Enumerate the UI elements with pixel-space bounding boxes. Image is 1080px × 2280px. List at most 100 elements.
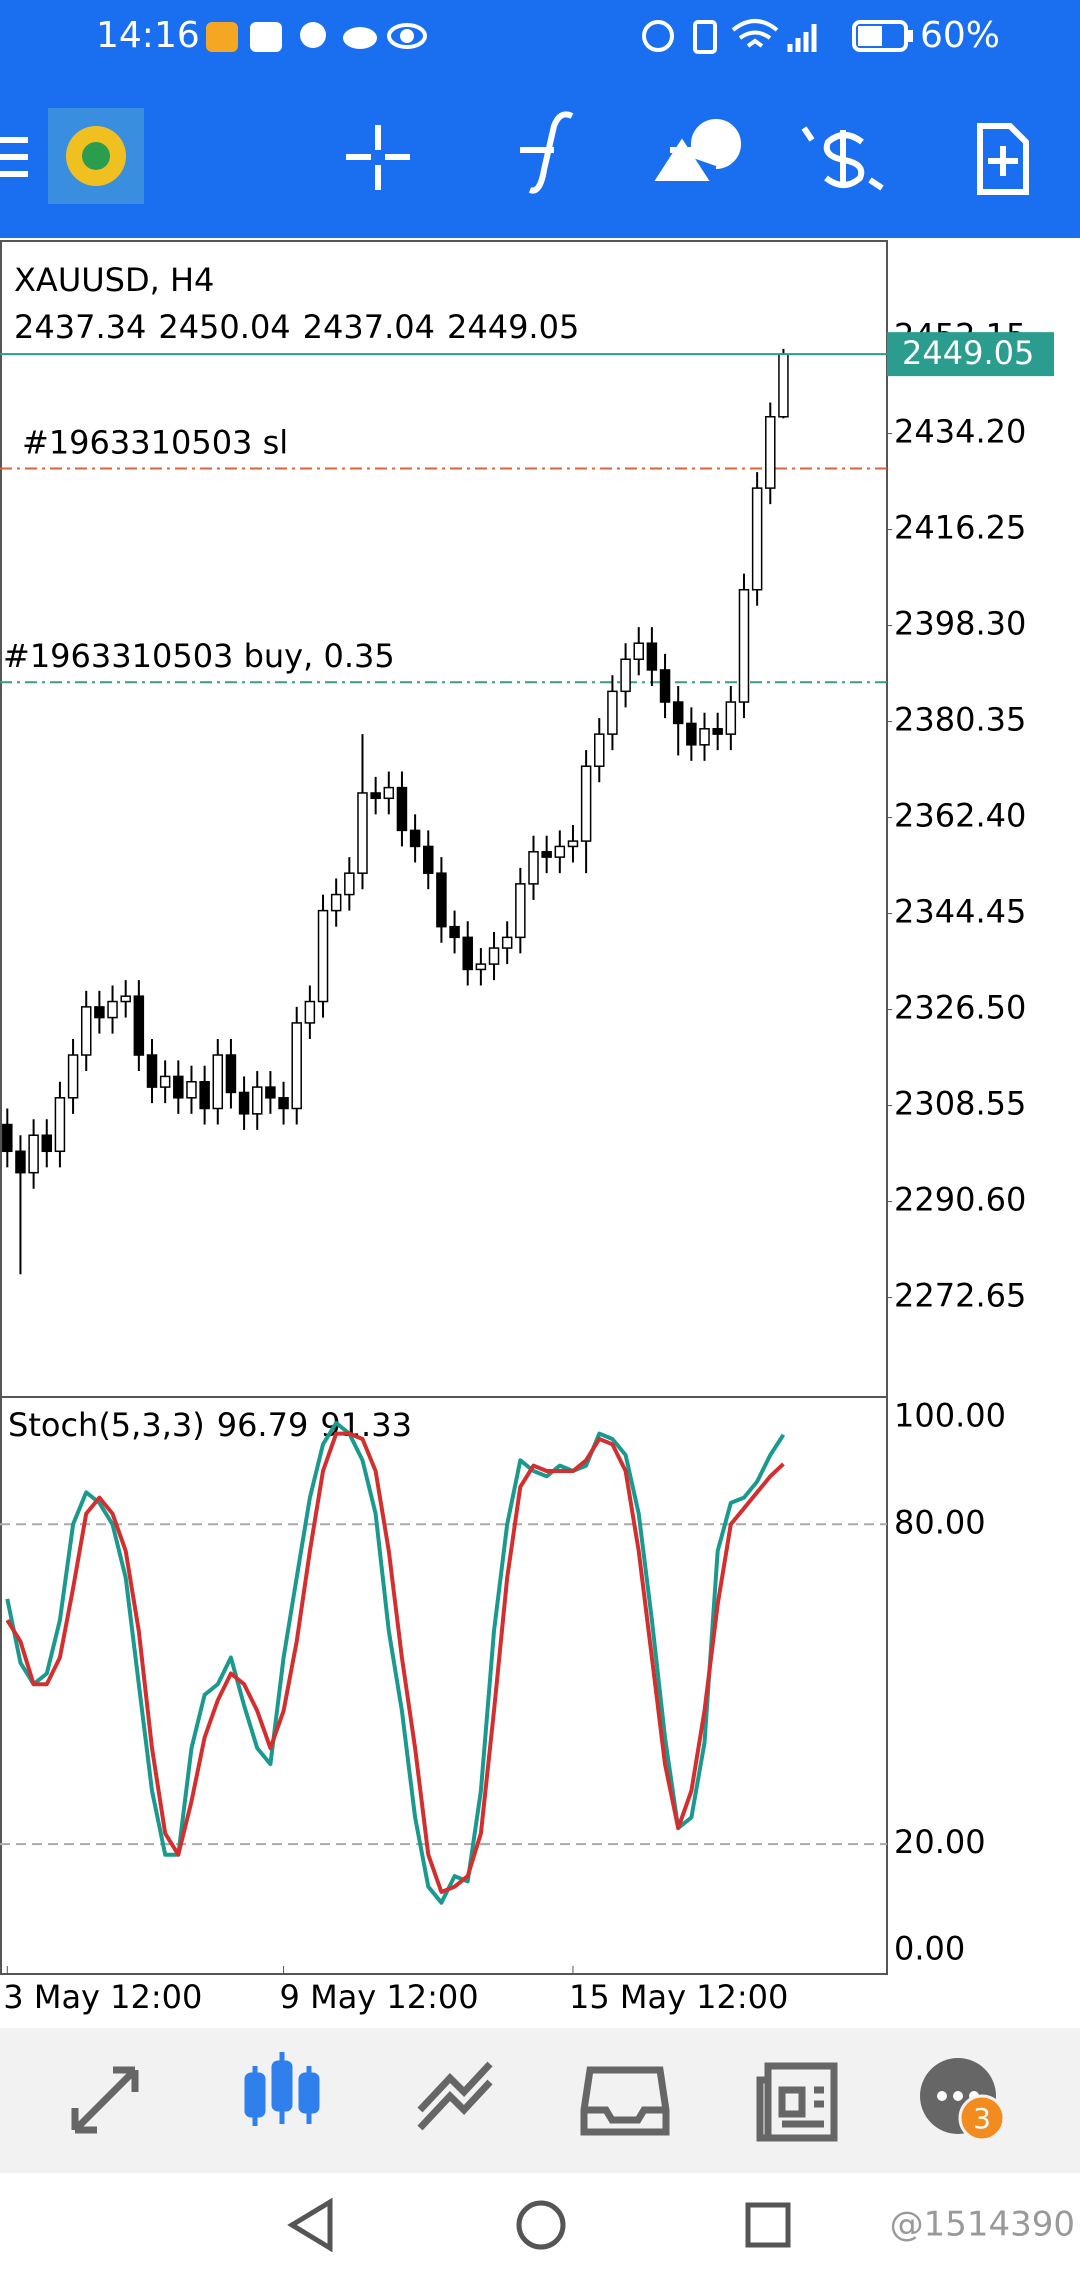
candle-body [212, 1054, 224, 1110]
candle-body [344, 872, 355, 896]
candle-body [620, 658, 631, 693]
y-tick-label: 2416.25 [894, 509, 1026, 547]
candle-body [107, 1000, 118, 1019]
ohlc-open: 2437.34 [14, 308, 146, 346]
stoch-title: Stoch(5,3,3) [8, 1406, 205, 1444]
candle-body [686, 722, 697, 746]
candle-body [396, 786, 408, 832]
y-tick-label: 100.00 [894, 1397, 1006, 1435]
candle-body [646, 642, 658, 671]
candle-body [765, 416, 776, 489]
indicator-button[interactable] [520, 111, 574, 194]
candle-body [173, 1075, 184, 1099]
y-tick-label: 2434.20 [894, 413, 1026, 451]
objects-button[interactable] [654, 119, 741, 181]
system-nav [287, 2197, 791, 2253]
y-tick-label: 2290.60 [894, 1181, 1026, 1219]
candle-body [725, 701, 737, 735]
candle-body [41, 1134, 53, 1153]
candle-body [488, 947, 500, 965]
candle-body [423, 845, 434, 874]
candle-body [199, 1081, 210, 1110]
ohlc-close: 2449.05 [447, 308, 579, 346]
candle-body [778, 353, 789, 418]
x-tick-label: 15 May 12:00 [569, 1978, 788, 2016]
y-tick-label: 2344.45 [894, 893, 1026, 931]
candle-body [238, 1091, 250, 1115]
toolbar [0, 108, 1029, 204]
candle-body [317, 909, 329, 1003]
watermark: @1514390 [890, 2205, 1075, 2245]
candle-body [278, 1097, 289, 1110]
bottom-nav-icons [71, 2052, 1006, 2142]
status-icons [206, 19, 913, 54]
app-bar [0, 0, 1080, 238]
news-tab[interactable] [756, 2062, 838, 2142]
candle-body [80, 1006, 92, 1056]
home-button[interactable] [516, 2200, 566, 2250]
y-tick-label: 2272.65 [894, 1277, 1026, 1315]
candle-body [515, 883, 526, 939]
order-label: #1963310503 buy, 0.35 [3, 637, 395, 675]
candle-body [225, 1054, 237, 1094]
y-tick-label: 20.00 [894, 1823, 986, 1861]
candle-body [449, 925, 460, 939]
status-time: 14:16 [96, 15, 200, 56]
order-label: #1963310503 sl [22, 423, 288, 461]
stoch-value: 96.79 [217, 1406, 309, 1444]
y-tick-label: 2326.50 [894, 989, 1026, 1027]
candle-body [567, 840, 579, 848]
history-tab[interactable] [580, 2066, 670, 2136]
y-tick-label: 2362.40 [894, 797, 1026, 835]
ohlc-low: 2437.04 [303, 308, 435, 346]
chart-tab[interactable] [244, 2052, 320, 2126]
last-price-label: 2449.05 [902, 334, 1034, 372]
bottom-nav [0, 2028, 1080, 2173]
ohlc-header: 2437.34 2450.04 2437.04 2449.05 [14, 308, 579, 346]
candle-body [541, 851, 552, 858]
recents-button[interactable] [745, 2202, 791, 2248]
candle-body [186, 1081, 197, 1099]
quotes-tab[interactable] [71, 2066, 139, 2134]
candle-body [265, 1086, 276, 1099]
candle-body [94, 1006, 105, 1019]
candle-body [330, 893, 342, 912]
candle-body [159, 1075, 171, 1088]
ohlc-high: 2450.04 [158, 308, 290, 346]
candle-body [528, 851, 539, 885]
candle-body [436, 872, 447, 928]
candle-body [475, 963, 487, 971]
candle-body [133, 995, 145, 1056]
y-tick-label: 2398.30 [894, 605, 1026, 643]
y-tick-label: 80.00 [894, 1503, 986, 1541]
crosshair-button[interactable] [346, 125, 410, 190]
candle-body [409, 829, 421, 848]
candle-body [751, 487, 763, 591]
x-tick-label: 3 May 12:00 [3, 1978, 202, 2016]
chart-title: XAUUSD, H4 [14, 261, 214, 299]
candle-body [594, 733, 605, 767]
plot: 2272.65 2290.60 2308.55 2326.50 2344.45 2362.… [0, 317, 1054, 2016]
candle-body [699, 728, 710, 746]
trade-tab[interactable] [417, 2061, 493, 2131]
chart-frame [0, 240, 888, 1975]
new-order-button[interactable] [977, 123, 1029, 195]
candle-body [54, 1097, 66, 1153]
candle-body [383, 786, 395, 800]
candle-body [672, 701, 684, 725]
chat-badge: 3 [973, 2102, 991, 2135]
menu-button[interactable] [0, 137, 28, 177]
back-button[interactable] [287, 2197, 333, 2253]
last-price-badge [887, 332, 1054, 377]
stoch-line [5, 1421, 786, 1905]
candle-body [146, 1054, 158, 1088]
y-tick-label: 0.00 [894, 1930, 965, 1968]
candle-body [659, 669, 671, 703]
status-battery: 60% [920, 15, 1000, 56]
candle-body [580, 765, 592, 842]
candle-body [462, 936, 473, 971]
y-tick-label: 2308.55 [894, 1085, 1026, 1123]
candle-body [712, 728, 723, 735]
candle-body [370, 792, 381, 800]
trade-button[interactable] [801, 126, 884, 191]
